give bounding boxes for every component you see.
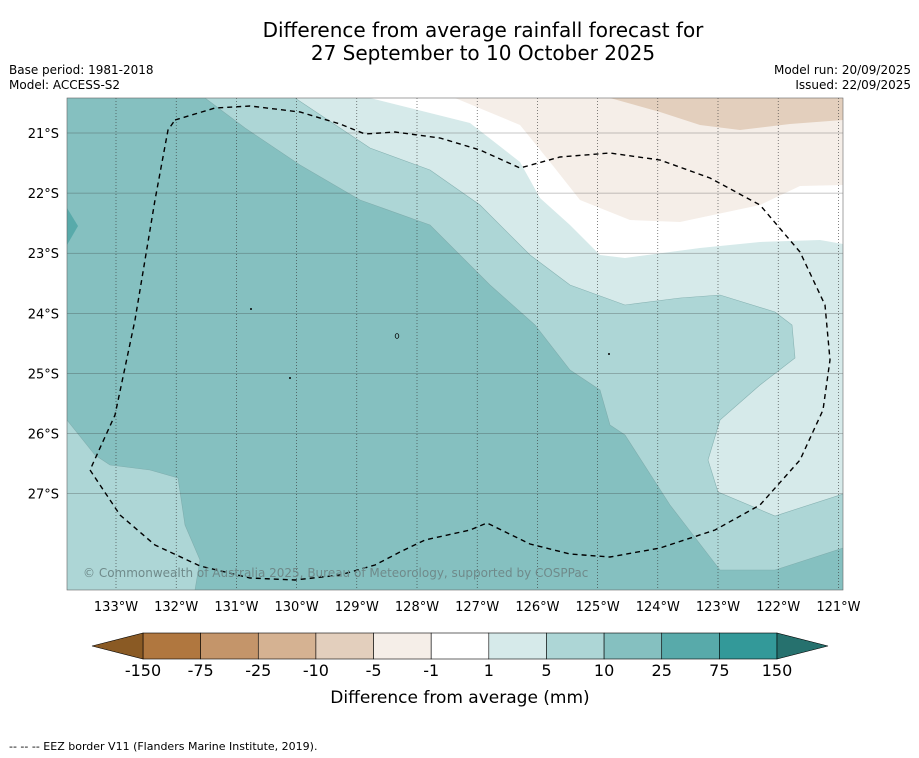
run-info: Model run: 20/09/2025 Issued: 22/09/2025 xyxy=(774,63,911,93)
colorbar-title: Difference from average (mm) xyxy=(330,688,589,708)
longitude-label: 121°W xyxy=(816,600,860,615)
island xyxy=(394,333,400,339)
colorbar-box xyxy=(430,632,490,660)
map-plot: © Commonwealth of Australia 2025, Bureau… xyxy=(67,98,843,590)
latitude-label: 27°S xyxy=(28,488,59,503)
colorbar-tick-label: -75 xyxy=(188,661,214,680)
colorbar-tick-label: -5 xyxy=(366,661,382,680)
colorbar-tick-label: 5 xyxy=(541,661,551,680)
longitude-label: 122°W xyxy=(756,600,800,615)
island xyxy=(250,308,252,310)
title-line-2: 27 September to 10 October 2025 xyxy=(310,41,656,65)
longitude-label: 133°W xyxy=(94,600,138,615)
longitude-label: 128°W xyxy=(395,600,439,615)
latitude-label: 25°S xyxy=(28,367,59,382)
latitude-label: 23°S xyxy=(28,247,59,262)
colorbar-tick-label: 75 xyxy=(709,661,729,680)
model-info: Base period: 1981-2018 Model: ACCESS-S2 xyxy=(9,63,154,93)
colorbar-box xyxy=(315,632,374,660)
copyright-notice: © Commonwealth of Australia 2025, Bureau… xyxy=(83,566,588,580)
longitude-label: 127°W xyxy=(455,600,499,615)
longitude-label: 125°W xyxy=(576,600,620,615)
longitude-label: 124°W xyxy=(636,600,680,615)
colorbar-box xyxy=(373,632,432,660)
model-run: Model run: 20/09/2025 xyxy=(773,63,911,77)
colorbar-tick-label: -10 xyxy=(303,661,329,680)
latitude-label: 22°S xyxy=(28,187,59,202)
colorbar-tick-label: 1 xyxy=(484,661,494,680)
colorbar-tick-label: -1 xyxy=(423,661,439,680)
island xyxy=(289,377,291,379)
colorbar-tick-label: 25 xyxy=(652,661,672,680)
longitude-label: 132°W xyxy=(154,600,198,615)
graticule xyxy=(67,98,843,590)
longitude-label: 129°W xyxy=(335,600,379,615)
band-25-75-patch xyxy=(67,208,78,245)
longitude-label: 126°W xyxy=(515,600,559,615)
colorbar-tick-labels: -150 -75 -25 -10 -5 -1 1 5 10 25 75 150 xyxy=(125,661,792,680)
base-period: Base period: 1981-2018 xyxy=(9,63,154,77)
map-frame xyxy=(66,97,844,591)
band-5-10-southwest xyxy=(67,420,200,590)
band-minus10-minus5 xyxy=(610,98,843,130)
latitude-label: 24°S xyxy=(28,307,59,322)
colorbar-tick-label: -25 xyxy=(245,661,271,680)
colorbar-boxes xyxy=(142,632,778,660)
colorbar-box xyxy=(142,632,201,660)
map-title: Difference from average rainfall forecas… xyxy=(0,19,919,65)
colorbar-box xyxy=(257,632,317,660)
colorbar-box xyxy=(200,632,259,660)
colorbar-tick-label: 150 xyxy=(762,661,793,680)
longitude-labels: 133°W 132°W 131°W 130°W 129°W 128°W 127°W 126°W… xyxy=(94,600,861,615)
model-name: Model: ACCESS-S2 xyxy=(9,78,121,92)
issued-date: Issued: 22/09/2025 xyxy=(795,78,911,92)
title-line-1: Difference from average rainfall forecas… xyxy=(262,18,704,42)
colorbar-tick-label: -150 xyxy=(125,661,161,680)
island xyxy=(608,353,610,355)
colorbar-box xyxy=(603,632,663,660)
longitude-label: 123°W xyxy=(696,600,740,615)
colorbar-low-arrow xyxy=(91,632,144,660)
longitude-label: 131°W xyxy=(214,600,258,615)
colorbar-box xyxy=(546,632,605,660)
colorbar-tick-label: 10 xyxy=(594,661,614,680)
eez-border xyxy=(89,105,831,581)
eez-footnote: -- -- -- EEZ border V11 (Flanders Marine… xyxy=(9,740,318,753)
longitude-label: 130°W xyxy=(275,600,319,615)
latitude-label: 26°S xyxy=(28,428,59,443)
contour-lines xyxy=(67,98,843,590)
colorbar: -150 -75 -25 -10 -5 -1 1 5 10 25 75 150 Difference … xyxy=(91,632,829,708)
colorbar-high-arrow xyxy=(776,632,829,660)
colorbar-box xyxy=(661,632,720,660)
colorbar-box xyxy=(719,632,778,660)
latitude-label: 21°S xyxy=(28,127,59,142)
latitude-labels: 21°S 22°S 23°S 24°S 25°S 26°S 27°S xyxy=(28,127,59,503)
colorbar-box xyxy=(488,632,547,660)
